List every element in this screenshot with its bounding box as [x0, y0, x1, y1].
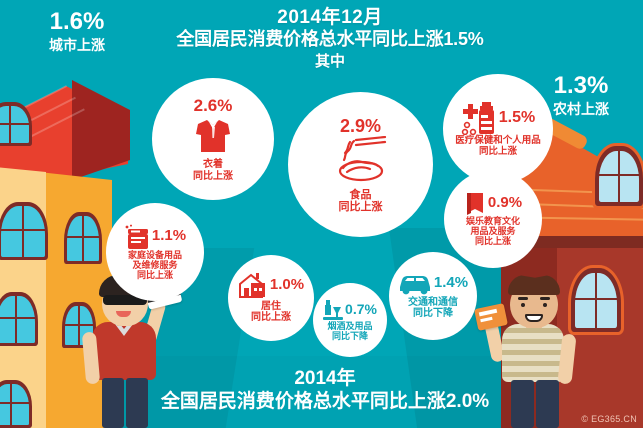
eye	[543, 303, 547, 307]
bubble-education-caption-3: 同比上涨	[474, 236, 511, 247]
bubble-clothing-caption-1: 衣着	[203, 159, 223, 171]
bubble-food-caption-1: 食品	[349, 188, 372, 201]
headline: 2014年12月 全国居民消费价格总水平同比上涨1.5% 其中	[140, 6, 520, 71]
bubble-tobacco-caption-2: 同比下降	[331, 331, 368, 341]
stat-urban-label: 城市上涨	[49, 36, 105, 53]
window-arched	[64, 212, 102, 264]
headline-line-3: 其中	[314, 53, 345, 71]
bubble-clothing[interactable]: 2.6% 衣着 同比上涨	[152, 78, 274, 200]
bubble-housing[interactable]: 1.0% 居住 同比上涨	[228, 255, 314, 341]
washing-machine-icon	[125, 224, 148, 249]
bubble-household-value: 1.1%	[151, 227, 187, 245]
footer-line-1: 2014年	[294, 367, 356, 389]
stat-rural-value: 1.3%	[553, 72, 609, 99]
shirt-icon	[196, 120, 230, 153]
noodle-bowl-icon	[338, 135, 386, 181]
bubble-tobacco[interactable]: 0.7% 烟酒及用品 同比下降	[313, 283, 387, 357]
bubble-education[interactable]: 0.9% 娱乐教育文化 用品及服务 同比上涨	[444, 170, 542, 268]
mouth	[116, 311, 131, 317]
stat-urban: 1.6% 城市上涨	[22, 8, 132, 54]
building-left-roof-side	[72, 80, 130, 180]
footer-line-2: 全国居民消费价格总水平同比上涨2.0%	[160, 391, 490, 413]
bubble-tobacco-caption-1: 烟酒及用品	[327, 320, 373, 331]
bubble-clothing-caption-2: 同比上涨	[193, 170, 233, 182]
bubble-food-caption-2: 同比上涨	[338, 201, 383, 214]
window-arched	[571, 268, 621, 332]
person-right-with-ticket	[474, 275, 590, 428]
window-arched	[0, 292, 38, 346]
stat-urban-value: 1.6%	[49, 8, 105, 35]
headline-line-2: 全国居民消费价格总水平同比上涨1.5%	[176, 29, 484, 50]
bubble-food[interactable]: 2.9% 食品 同比上涨	[288, 92, 433, 237]
bubble-education-caption-2: 用品及服务	[470, 225, 516, 236]
window-arched	[0, 102, 32, 146]
mouth	[525, 314, 543, 322]
eyebrow	[518, 297, 528, 300]
leg	[102, 378, 124, 428]
bubble-food-value: 2.9%	[339, 115, 382, 136]
bubble-household[interactable]: 1.1% 家庭设备用品 及维修服务 同比上涨	[106, 203, 204, 301]
window-arched	[0, 380, 32, 428]
ticket-card	[474, 303, 508, 331]
bubble-transport-caption-2: 同比下降	[413, 308, 453, 319]
medicine-bottle-icon	[461, 101, 494, 135]
bubble-medical-caption-1: 医疗保健和个人用品	[455, 134, 541, 146]
bubble-tobacco-value: 0.7%	[345, 301, 377, 318]
eye	[521, 303, 525, 307]
bottle-glass-icon	[323, 299, 344, 320]
person-left-with-credit-card	[72, 275, 183, 428]
bubble-medical[interactable]: 1.5% 医疗保健和个人用品 同比上涨	[443, 74, 553, 184]
headline-line-1: 2014年12月	[277, 7, 383, 28]
window-arched	[0, 202, 48, 260]
bubble-transport-caption-1: 交通和通信	[408, 296, 458, 308]
bubble-household-caption-3: 同比上涨	[136, 270, 173, 281]
building-left	[0, 80, 130, 428]
hair	[508, 275, 560, 295]
book-icon	[466, 192, 483, 215]
sunglasses	[103, 295, 147, 305]
torso-striped-shirt	[502, 324, 564, 382]
car-icon	[399, 275, 430, 295]
bubble-household-caption-2: 及维修服务	[132, 259, 178, 270]
bubble-housing-value: 1.0%	[269, 276, 305, 294]
bubble-housing-caption-1: 居住	[261, 300, 281, 312]
bubble-transport[interactable]: 1.4% 交通和通信 同比下降	[389, 252, 477, 340]
bubble-medical-caption-2: 同比上涨	[478, 145, 517, 157]
house-icon	[238, 272, 265, 298]
eyebrow	[540, 297, 550, 300]
bubble-education-caption-1: 娱乐教育文化	[465, 215, 520, 226]
footer-summary: 2014年 全国居民消费价格总水平同比上涨2.0%	[120, 367, 530, 415]
leg	[536, 380, 559, 428]
bubble-transport-value: 1.4%	[433, 274, 469, 292]
watermark: © EG365.CN	[581, 414, 637, 424]
bubble-education-value: 0.9%	[487, 194, 523, 212]
leg	[511, 380, 534, 428]
bubble-medical-value: 1.5%	[498, 108, 536, 126]
window-arched	[595, 146, 643, 206]
leg	[126, 378, 148, 428]
bubble-household-caption-1: 家庭设备用品	[127, 249, 182, 260]
stat-rural-label: 农村上涨	[553, 100, 609, 117]
bubble-housing-caption-2: 同比上涨	[251, 312, 291, 323]
bubble-clothing-value: 2.6%	[193, 96, 233, 116]
stat-rural: 1.3% 农村上涨	[529, 72, 633, 118]
